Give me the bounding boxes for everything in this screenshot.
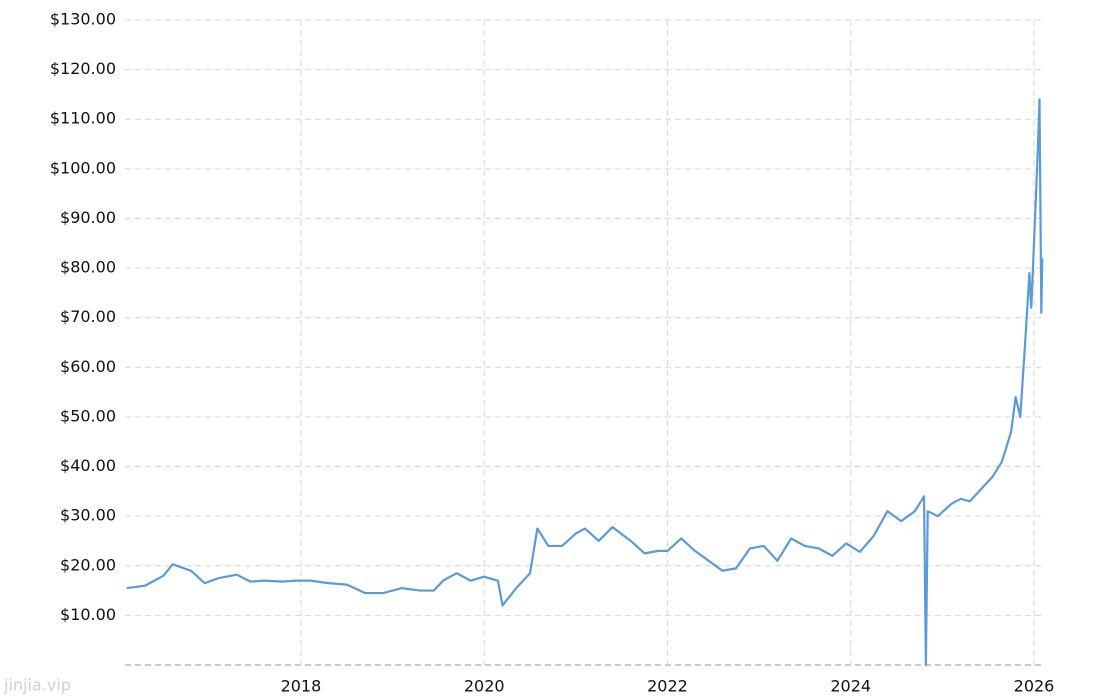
y-tick-label: $20.00 — [60, 555, 116, 574]
y-tick-label: $110.00 — [50, 109, 116, 128]
watermark: jinjia.vip — [3, 676, 71, 695]
y-tick-label: $100.00 — [50, 158, 116, 177]
y-tick-label: $120.00 — [50, 59, 116, 78]
y-tick-label: $30.00 — [60, 506, 116, 525]
y-tick-label: $60.00 — [60, 357, 116, 376]
y-tick-label: $130.00 — [50, 10, 116, 29]
y-tick-label: $10.00 — [60, 605, 116, 624]
y-tick-label: $70.00 — [60, 307, 116, 326]
x-tick-label: 2024 — [830, 677, 871, 696]
price-line — [126, 98, 1044, 667]
y-tick-label: $90.00 — [60, 208, 116, 227]
x-tick-label: 2022 — [647, 677, 688, 696]
y-tick-label: $80.00 — [60, 258, 116, 277]
y-tick-label: $40.00 — [60, 456, 116, 475]
x-tick-label: 2020 — [464, 677, 505, 696]
x-tick-label: 2018 — [281, 677, 322, 696]
y-tick-label: $50.00 — [60, 406, 116, 425]
x-tick-label: 2026 — [1014, 677, 1055, 696]
